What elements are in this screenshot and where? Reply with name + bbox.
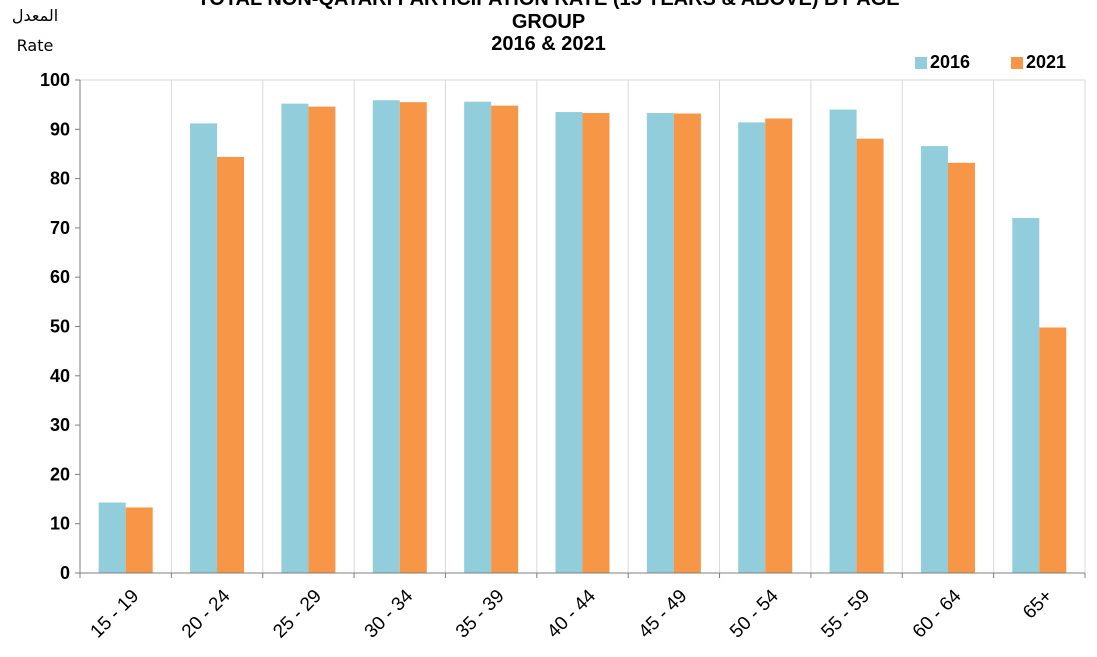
- bar-2021-9: [947, 162, 975, 573]
- bar-2016-2: [281, 103, 309, 573]
- y-tick-label: 100: [40, 70, 70, 90]
- y-tick-label: 70: [50, 218, 70, 238]
- x-tick-label: 25 - 29: [269, 586, 326, 643]
- bar-2016-5: [555, 112, 583, 574]
- bar-2021-3: [399, 102, 427, 573]
- y-tick-label: 80: [50, 169, 70, 189]
- y-tick-label: 90: [50, 119, 70, 139]
- bar-2021-2: [308, 106, 336, 573]
- y-axis-label-arabic: المعدل: [11, 6, 59, 25]
- y-tick-label: 50: [50, 317, 70, 337]
- bar-2016-4: [464, 101, 492, 573]
- bar-2021-10: [1039, 327, 1067, 573]
- x-tick-label: 35 - 39: [452, 586, 509, 643]
- chart-title-line-2: GROUP: [511, 11, 586, 33]
- bar-2016-3: [372, 100, 400, 573]
- bar-2016-10: [1012, 218, 1040, 574]
- bar-2016-6: [646, 113, 674, 573]
- y-tick-label: 20: [50, 464, 70, 484]
- y-axis-label: Rate: [16, 36, 54, 55]
- legend-label-2021: 2021: [1026, 52, 1067, 72]
- y-tick-label: 60: [50, 267, 70, 287]
- bar-2016-8: [829, 109, 857, 573]
- bar-2016-7: [738, 122, 766, 573]
- x-tick-label: 50 - 54: [726, 585, 783, 642]
- y-tick-label: 30: [50, 415, 70, 435]
- bar-2021-1: [217, 156, 245, 573]
- bar-2021-8: [856, 138, 884, 574]
- chart-title-line-1: TOTAL NON-QATARI PARTICIPATION RATE (15 …: [0, 0, 1097, 10]
- y-tick-label: 10: [50, 514, 70, 534]
- bar-2021-6: [673, 113, 701, 574]
- legend-swatch-2021: [1011, 56, 1023, 69]
- bar-2021-4: [491, 105, 519, 574]
- x-tick-label: 20 - 24: [178, 585, 235, 642]
- bar-2021-0: [125, 507, 153, 573]
- bar-2016-1: [190, 123, 218, 573]
- x-tick-label: 15 - 19: [87, 586, 144, 643]
- x-tick-label: 45 - 49: [635, 586, 692, 643]
- legend-label-2016: 2016: [930, 52, 971, 72]
- legend-swatch-2016: [915, 56, 927, 69]
- y-tick-label: 0: [60, 563, 70, 583]
- bar-2021-7: [765, 118, 793, 573]
- x-tick-label: 65+: [1019, 586, 1057, 624]
- bar-2021-5: [582, 113, 610, 573]
- bar-2016-9: [920, 146, 948, 573]
- y-tick-label: 40: [50, 366, 70, 386]
- legend-item-2021: 2021: [1011, 52, 1066, 73]
- bar-2016-0: [98, 502, 126, 573]
- x-tick-label: 30 - 34: [361, 585, 418, 642]
- chart-title-line-3: 2016 & 2021: [491, 33, 606, 55]
- x-tick-label: 40 - 44: [543, 585, 600, 642]
- x-tick-label: 60 - 64: [909, 585, 966, 642]
- legend-item-2016: 2016: [915, 52, 970, 73]
- x-tick-label: 55 - 59: [817, 586, 874, 643]
